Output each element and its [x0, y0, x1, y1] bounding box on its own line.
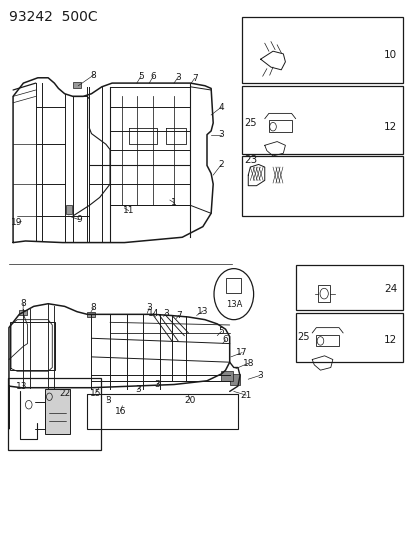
Bar: [318, 285, 329, 302]
Text: 10: 10: [383, 50, 396, 60]
Bar: [295, 265, 402, 310]
Bar: [87, 312, 95, 317]
Text: 2: 2: [218, 160, 224, 169]
Bar: [45, 389, 70, 434]
Bar: [242, 86, 402, 154]
Text: 3: 3: [146, 303, 152, 312]
Text: 17: 17: [236, 348, 247, 357]
Text: 15: 15: [90, 389, 101, 398]
Text: 8: 8: [90, 303, 96, 312]
Text: 8: 8: [90, 70, 96, 79]
Text: 19: 19: [12, 219, 23, 228]
Text: 7: 7: [176, 311, 181, 320]
Text: 11: 11: [123, 206, 134, 215]
Text: 3: 3: [256, 371, 262, 380]
Bar: [10, 322, 55, 370]
Text: 3: 3: [105, 396, 111, 405]
Bar: [221, 371, 233, 381]
Text: 6: 6: [150, 71, 156, 80]
Bar: [316, 335, 338, 346]
Text: 24: 24: [383, 284, 396, 294]
Text: 12: 12: [383, 335, 396, 345]
Text: 3: 3: [162, 309, 168, 318]
Text: 23: 23: [244, 155, 257, 165]
Bar: [73, 82, 81, 88]
Text: 3: 3: [154, 380, 160, 389]
Bar: [242, 17, 402, 83]
Text: 13A: 13A: [225, 300, 242, 309]
Text: 25: 25: [244, 118, 256, 128]
Text: 14: 14: [147, 309, 159, 318]
Text: 5: 5: [218, 327, 224, 336]
Text: 20: 20: [184, 396, 196, 405]
Text: 8: 8: [21, 299, 26, 308]
Bar: [19, 310, 26, 316]
Text: 16: 16: [114, 407, 126, 416]
Text: 5: 5: [138, 71, 143, 80]
Text: 12: 12: [383, 122, 396, 132]
Bar: [87, 394, 237, 429]
Text: 21: 21: [240, 391, 251, 400]
Text: 13: 13: [197, 306, 208, 316]
Text: 9: 9: [76, 215, 82, 224]
Text: 4: 4: [218, 102, 224, 111]
Text: 25: 25: [297, 332, 309, 342]
Bar: [8, 378, 101, 450]
Text: 7: 7: [191, 74, 197, 83]
Bar: [268, 120, 291, 132]
Bar: [229, 374, 240, 384]
Text: 3: 3: [135, 385, 140, 394]
Text: 93242  500C: 93242 500C: [9, 10, 97, 25]
Text: 22: 22: [59, 389, 70, 398]
Text: 3: 3: [175, 72, 180, 82]
Bar: [66, 205, 71, 214]
Text: 6: 6: [222, 335, 228, 344]
Bar: [226, 278, 241, 293]
Bar: [295, 313, 402, 362]
Bar: [242, 156, 402, 216]
Text: 13: 13: [17, 382, 28, 391]
Text: 18: 18: [242, 359, 254, 368]
Text: 3: 3: [218, 130, 224, 139]
Text: 1: 1: [171, 198, 176, 207]
